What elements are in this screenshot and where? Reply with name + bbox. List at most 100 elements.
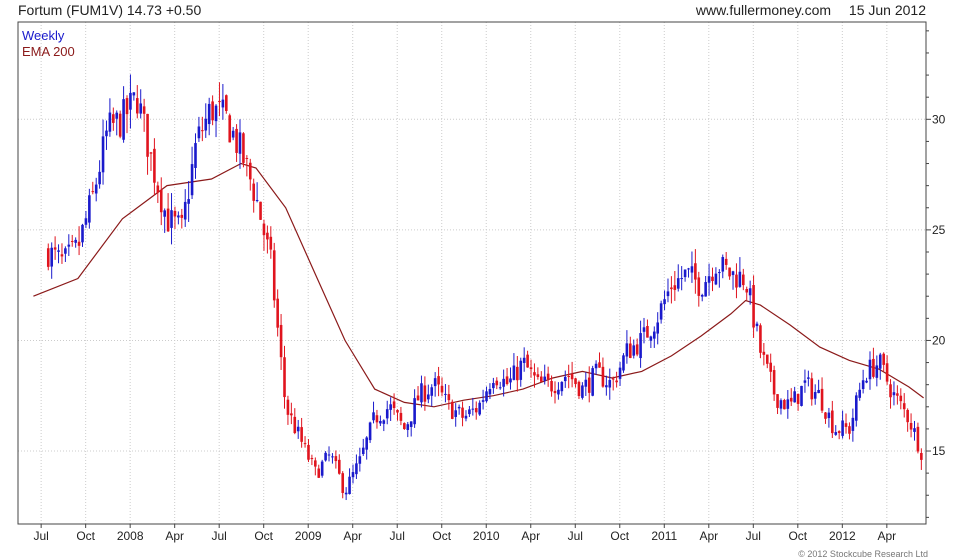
candle-body (567, 376, 570, 378)
x-tick-label: Jul (212, 529, 227, 543)
candle-body (105, 130, 108, 137)
candle-body (471, 408, 475, 410)
candle-body (392, 401, 396, 409)
candle-body (444, 393, 447, 395)
candle-body (581, 385, 584, 398)
x-tick-label: Apr (165, 529, 184, 543)
candle-body (824, 412, 827, 419)
candle-body (858, 389, 862, 398)
candle-body (279, 324, 283, 358)
candle-body (550, 380, 553, 392)
candle-body (461, 407, 464, 418)
candle-body (293, 416, 297, 434)
candle-body (498, 387, 502, 389)
candle-body (201, 130, 204, 132)
candle-body (683, 269, 687, 278)
ema-200-series (33, 162, 924, 408)
candle-body (793, 391, 796, 403)
candle-body (177, 215, 180, 218)
candle-body (245, 157, 249, 159)
candle-body (807, 377, 810, 379)
candle-body (536, 374, 540, 377)
candle-body (772, 370, 776, 395)
candle-body (512, 365, 516, 380)
candle-body (594, 363, 598, 369)
candle-body (60, 254, 64, 257)
candle-body (663, 299, 666, 305)
candle-body (505, 376, 509, 384)
candle-body (74, 239, 77, 243)
candle-body (765, 354, 769, 364)
candle-body (385, 409, 389, 419)
candle-body (786, 399, 790, 409)
candle-body (447, 394, 451, 401)
grid-lines (18, 22, 926, 524)
legend: Weekly EMA 200 (22, 28, 75, 60)
x-tick-label: Jul (390, 529, 405, 543)
candle-body (488, 389, 492, 395)
candle-body (67, 244, 71, 247)
candle-body (625, 343, 629, 357)
candle-body (601, 366, 605, 387)
candle-body (707, 276, 711, 283)
candle-body (112, 114, 115, 123)
candle-body (262, 223, 266, 236)
candle-body (118, 113, 122, 137)
candle-body (759, 325, 762, 353)
candle-body (608, 380, 612, 388)
x-tick-label: Oct (432, 529, 451, 543)
candle-body (70, 241, 74, 243)
candle-body (149, 152, 153, 154)
candle-body (221, 99, 225, 108)
candle-body (170, 210, 173, 228)
candle-body (324, 452, 327, 461)
candle-body (899, 395, 903, 402)
candle-body (629, 343, 632, 358)
copyright-notice: © 2012 Stockcube Research Ltd (798, 549, 928, 559)
candle-body (81, 224, 84, 243)
y-tick-label: 15 (932, 444, 946, 458)
candle-body (605, 385, 608, 388)
x-tick-label: 2009 (295, 529, 322, 543)
candle-body (197, 126, 201, 139)
x-tick-label: Jul (568, 529, 583, 543)
candle-body (478, 402, 481, 415)
candle-body (783, 400, 786, 410)
candle-body (194, 143, 197, 168)
candle-body (430, 387, 434, 396)
y-tick-label: 30 (932, 112, 946, 126)
candle-body (889, 384, 892, 398)
candle-body (906, 409, 909, 423)
candle-body (396, 410, 399, 413)
candle-body (557, 389, 560, 395)
candle-body (509, 378, 512, 383)
candle-body (389, 404, 392, 410)
candle-body (420, 383, 423, 403)
candle-body (841, 420, 844, 436)
x-tick-label: Jul (746, 529, 761, 543)
candle-body (522, 357, 526, 363)
candle-body (673, 285, 677, 290)
legend-ema: EMA 200 (22, 44, 75, 59)
candle-body (738, 271, 742, 287)
y-tick-label: 25 (932, 223, 946, 237)
candle-body (327, 454, 331, 456)
legend-weekly: Weekly (22, 28, 65, 43)
candle-body (885, 363, 889, 382)
candle-body (587, 377, 591, 393)
candle-body (135, 98, 139, 114)
candle-body (156, 185, 160, 193)
candle-body (851, 417, 855, 431)
candle-body (238, 132, 242, 154)
candle-body (485, 391, 488, 402)
candle-body (351, 472, 355, 478)
candle-body (632, 345, 636, 356)
candle-body (272, 250, 276, 301)
candle-body (225, 95, 228, 111)
candle-body (91, 191, 95, 193)
candle-body (403, 423, 406, 430)
candle-body (748, 288, 752, 296)
candle-body (560, 382, 564, 392)
candle-body (317, 468, 321, 478)
weekly-candles (46, 74, 923, 501)
